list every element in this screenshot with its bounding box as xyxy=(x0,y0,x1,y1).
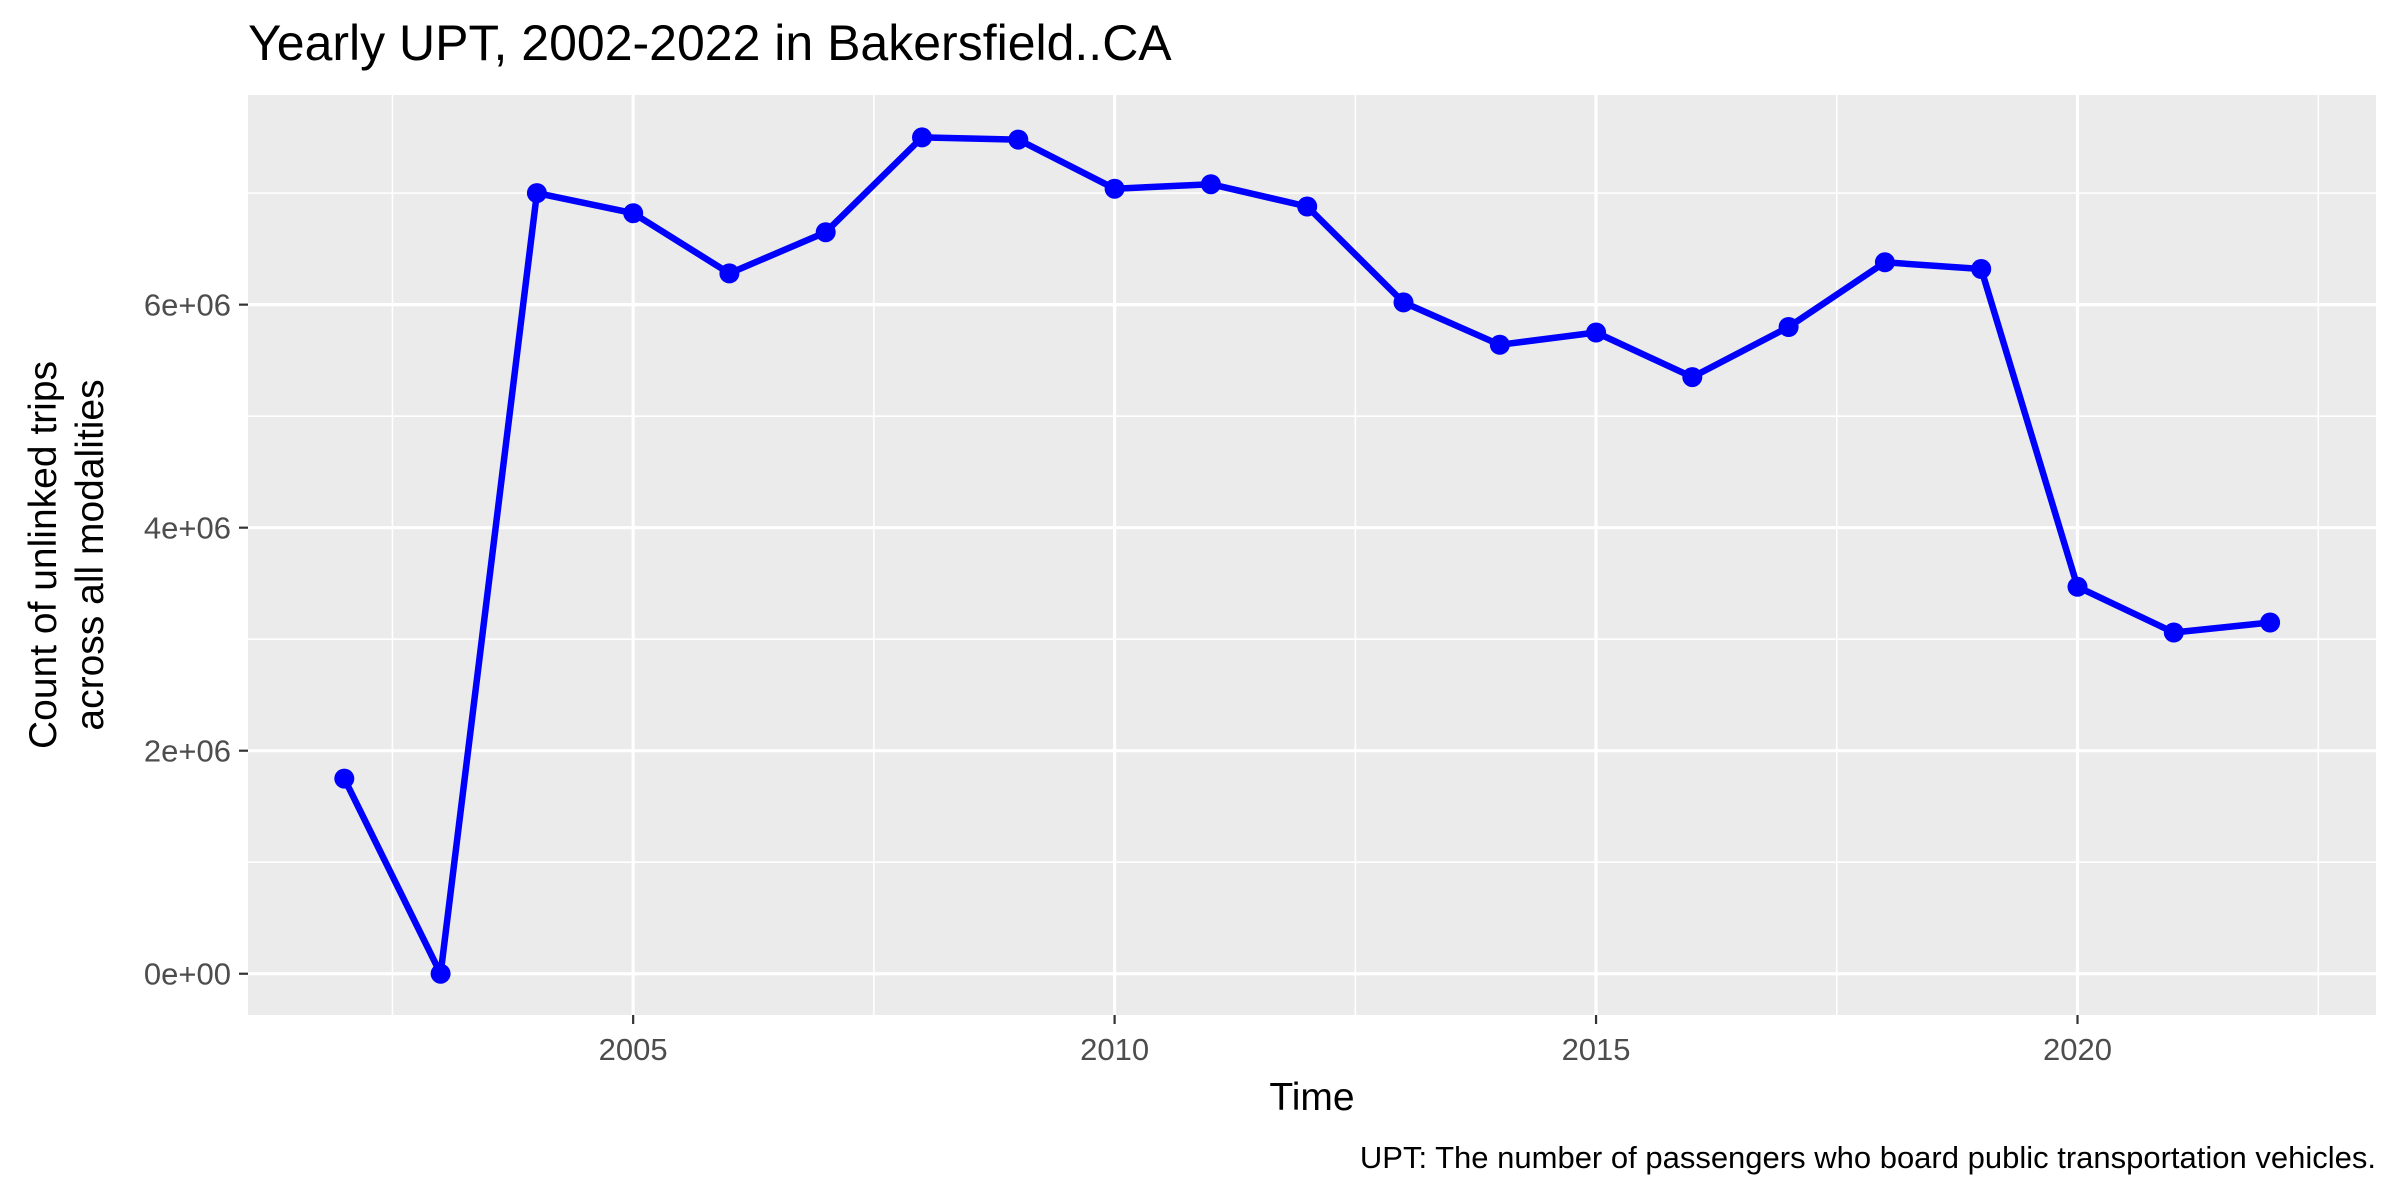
data-point xyxy=(1874,252,1895,273)
data-point xyxy=(1393,292,1414,313)
data-point xyxy=(1682,367,1703,388)
data-point xyxy=(1297,196,1318,217)
data-point xyxy=(623,203,644,224)
data-point xyxy=(2163,622,2184,643)
plot-panel xyxy=(248,95,2376,1015)
x-tick-label: 2020 xyxy=(2043,1032,2112,1067)
data-point xyxy=(430,963,451,984)
x-tick-label: 2005 xyxy=(599,1032,668,1067)
y-axis-title-line-2: across all modalities xyxy=(69,379,112,730)
x-tick-labels: 2005 2010 2015 2020 xyxy=(599,1015,2112,1067)
data-point xyxy=(1778,317,1799,337)
y-tick-label: 6e+06 xyxy=(144,288,231,323)
x-axis-title: Time xyxy=(1269,1076,1354,1119)
data-point xyxy=(1008,129,1029,150)
data-point xyxy=(2067,576,2088,597)
data-points xyxy=(334,127,2281,984)
data-point xyxy=(719,263,740,284)
data-point xyxy=(2260,612,2281,633)
y-tick-label: 4e+06 xyxy=(144,511,231,546)
data-point xyxy=(526,183,547,204)
chart-caption: UPT: The number of passengers who board … xyxy=(1360,1140,2376,1175)
data-point xyxy=(1104,178,1125,199)
y-axis-title: Count of unlinked trips across all modal… xyxy=(22,361,112,749)
data-point xyxy=(1200,174,1221,195)
y-tick-label: 0e+00 xyxy=(144,957,231,992)
data-point xyxy=(1489,334,1510,355)
x-tick-label: 2010 xyxy=(1080,1032,1149,1067)
data-point xyxy=(1971,259,1992,279)
data-point xyxy=(912,127,932,148)
grid-lines xyxy=(248,95,2376,1015)
chart-title: Yearly UPT, 2002-2022 in Bakersfield..CA xyxy=(248,15,1172,71)
data-point xyxy=(334,768,355,789)
x-tick-label: 2015 xyxy=(1562,1032,1631,1067)
y-tick-labels: 0e+00 2e+06 4e+06 6e+06 xyxy=(144,288,248,992)
data-point xyxy=(815,222,836,243)
y-tick-label: 2e+06 xyxy=(144,734,231,769)
data-point xyxy=(1586,322,1607,343)
y-axis-title-line-1: Count of unlinked trips xyxy=(22,361,65,749)
